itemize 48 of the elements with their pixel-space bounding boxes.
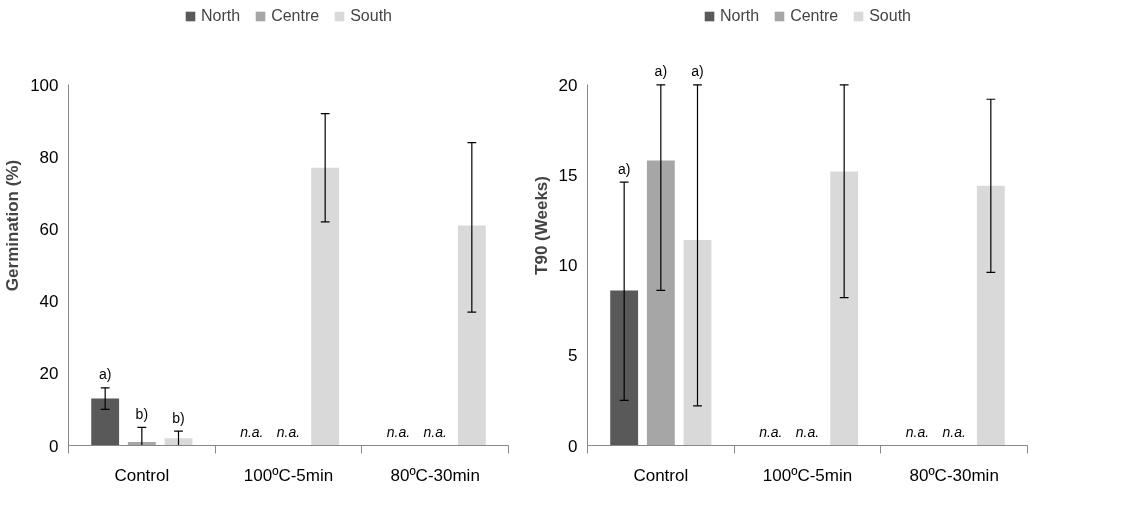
annotation: a)	[654, 63, 668, 80]
x-tick-label: 100ºC-5min	[762, 465, 853, 485]
y-tick-label: 5	[568, 346, 578, 366]
x-tick-label: 100ºC-5min	[243, 465, 334, 485]
x-tick-label: 80ºC-30min	[390, 465, 480, 485]
y-tick-label: 10	[558, 256, 578, 276]
y-tick-label: 100	[30, 75, 59, 95]
legend-label: North	[201, 7, 241, 25]
text: n.a.	[240, 424, 264, 441]
text: n.a.	[795, 424, 820, 441]
text: n.a.	[386, 424, 411, 441]
y-axis-title: T90 (Weeks)	[531, 176, 551, 275]
data-label: b)	[135, 406, 149, 423]
y-tick-label: 0	[49, 436, 59, 456]
data-label: a)	[98, 366, 112, 383]
bar	[830, 171, 859, 446]
legend-label: North	[720, 7, 760, 25]
y-tick-label: 15	[558, 166, 578, 186]
bar	[683, 239, 712, 446]
bar	[646, 160, 675, 446]
legend-label: Centre	[790, 7, 839, 25]
data-label: b)	[172, 409, 185, 426]
text: n.a.	[942, 424, 966, 441]
bar	[457, 225, 486, 446]
x-tick-label: Control	[633, 465, 689, 485]
y-axis-title: Germination (%)	[3, 159, 23, 292]
text: n.a.	[276, 424, 301, 441]
bar	[164, 438, 193, 446]
legend-label: South	[350, 7, 392, 25]
bar	[976, 185, 1005, 446]
y-tick-label: 20	[39, 364, 59, 384]
y-tick-label: 80	[39, 147, 59, 167]
annotation: a)	[691, 63, 704, 80]
bar	[91, 398, 120, 446]
y-tick-label: 60	[39, 220, 59, 240]
text: n.a.	[905, 424, 930, 441]
x-tick-label: 80ºC-30min	[909, 465, 999, 485]
text: n.a.	[423, 424, 447, 441]
y-tick-label: 20	[558, 75, 578, 95]
bar	[311, 167, 340, 446]
legend-label: Centre	[271, 7, 320, 25]
y-tick-label: 40	[39, 292, 59, 312]
y-tick-label: 0	[568, 436, 578, 456]
legend-label: South	[869, 7, 911, 25]
bar	[610, 290, 639, 446]
text: n.a.	[759, 424, 783, 441]
annotation: a)	[617, 160, 631, 177]
x-tick-label: Control	[114, 465, 170, 485]
